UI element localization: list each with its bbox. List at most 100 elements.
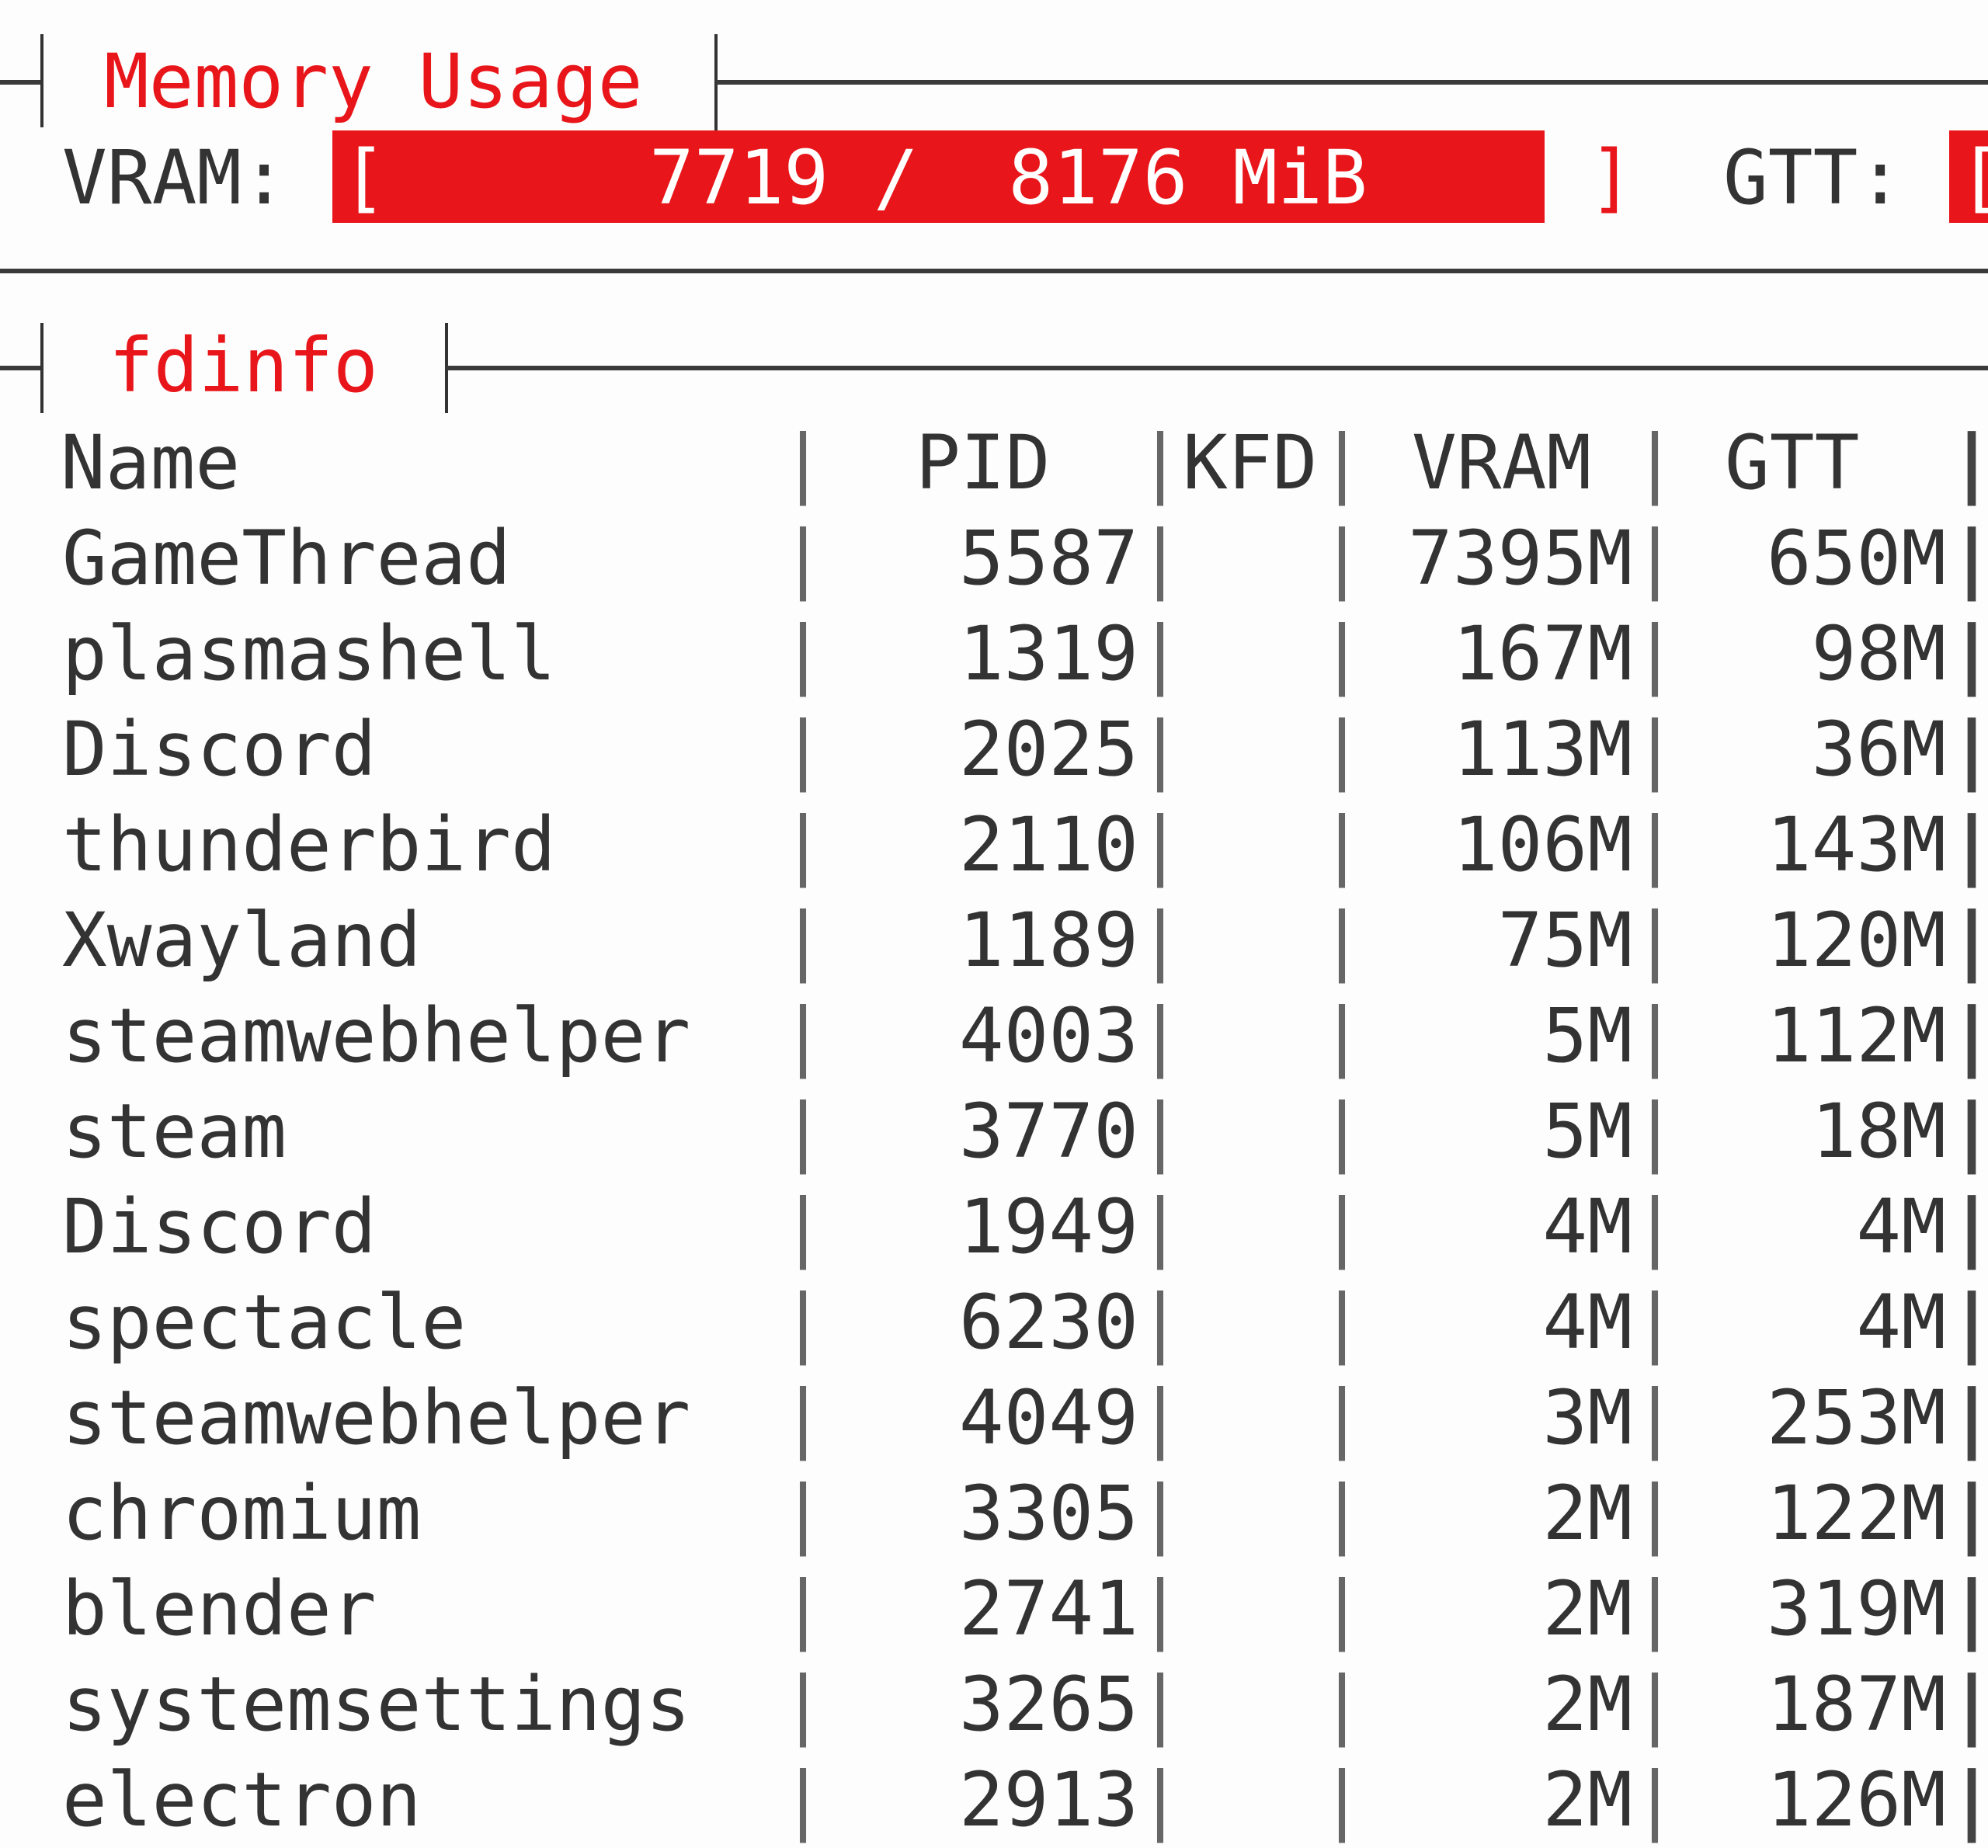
process-name: steamwebhelper bbox=[62, 992, 691, 1079]
column-separator: | bbox=[1632, 419, 1677, 506]
table-row[interactable]: electron | 2913 | | 2M | 126M | bbox=[0, 1752, 1988, 1848]
process-pid: 4003 bbox=[958, 992, 1138, 1079]
column-separator: | bbox=[1949, 1661, 1988, 1748]
table-row[interactable]: steamwebhelper | 4049 | | 3M | 253M | bbox=[0, 1370, 1988, 1466]
process-gtt: 36M bbox=[1811, 706, 1946, 793]
process-gtt: 319M bbox=[1766, 1565, 1946, 1652]
process-pid: 2025 bbox=[958, 706, 1138, 793]
column-separator: | bbox=[1949, 1183, 1988, 1270]
panel-border bbox=[447, 366, 1988, 370]
column-separator: | bbox=[1632, 1279, 1677, 1366]
column-separator: | bbox=[1138, 515, 1183, 602]
column-separator: | bbox=[780, 419, 825, 506]
column-separator: | bbox=[1138, 610, 1183, 697]
vram-bar-open-bracket: [ bbox=[342, 134, 387, 221]
process-gtt: 126M bbox=[1766, 1756, 1946, 1843]
table-row[interactable]: plasmashell | 1319 | | 167M | 98M | bbox=[0, 606, 1988, 702]
table-row[interactable]: systemsettings | 3265 | | 2M | 187M | bbox=[0, 1657, 1988, 1752]
column-separator: | bbox=[1319, 515, 1364, 602]
column-separator: | bbox=[1632, 992, 1677, 1079]
column-separator: | bbox=[1319, 419, 1364, 506]
panel-border bbox=[40, 323, 43, 413]
process-pid: 5587 bbox=[958, 515, 1138, 602]
process-vram: 5M bbox=[1542, 1088, 1632, 1175]
process-name: electron bbox=[62, 1756, 422, 1843]
process-gtt: 253M bbox=[1766, 1374, 1946, 1461]
column-separator: | bbox=[1319, 610, 1364, 697]
process-pid: 3305 bbox=[958, 1470, 1138, 1557]
column-separator: | bbox=[1949, 1279, 1988, 1366]
column-separator: | bbox=[1138, 1565, 1183, 1652]
column-header-pid[interactable]: PID bbox=[916, 419, 1051, 506]
table-row[interactable]: Discord | 1949 | | 4M | 4M | bbox=[0, 1179, 1988, 1275]
column-separator: | bbox=[1319, 1183, 1364, 1270]
column-separator: | bbox=[780, 1088, 825, 1175]
gtt-bar-open-bracket: [ bbox=[1958, 130, 1988, 226]
process-gtt: 4M bbox=[1856, 1279, 1946, 1366]
table-row[interactable]: chromium | 3305 | | 2M | 122M | bbox=[0, 1466, 1988, 1561]
column-separator: | bbox=[1632, 1661, 1677, 1748]
column-separator: | bbox=[780, 897, 825, 984]
process-pid: 3265 bbox=[958, 1661, 1138, 1748]
table-row[interactable]: steam | 3770 | | 5M | 18M | bbox=[0, 1084, 1988, 1179]
column-separator: | bbox=[1949, 897, 1988, 984]
process-vram: 2M bbox=[1542, 1565, 1632, 1652]
column-separator: | bbox=[1319, 1088, 1364, 1175]
column-separator: | bbox=[1949, 801, 1988, 888]
column-header-gtt[interactable]: GTT bbox=[1725, 419, 1860, 506]
process-name: Xwayland bbox=[62, 897, 422, 984]
column-separator: | bbox=[1632, 706, 1677, 793]
column-separator: | bbox=[1949, 610, 1988, 697]
panel-bottom-border bbox=[0, 269, 1988, 273]
column-separator: | bbox=[780, 1374, 825, 1461]
process-name: thunderbird bbox=[62, 801, 556, 888]
column-separator: | bbox=[1138, 897, 1183, 984]
process-name: plasmashell bbox=[62, 610, 556, 697]
column-separator: | bbox=[1632, 801, 1677, 888]
process-vram: 7395M bbox=[1408, 515, 1632, 602]
column-separator: | bbox=[780, 801, 825, 888]
table-row[interactable]: blender | 2741 | | 2M | 319M | bbox=[0, 1561, 1988, 1657]
process-name: GameThread bbox=[62, 515, 511, 602]
column-separator: | bbox=[1138, 419, 1183, 506]
process-pid: 2741 bbox=[958, 1565, 1138, 1652]
table-row[interactable]: thunderbird | 2110 | | 106M | 143M | bbox=[0, 797, 1988, 893]
column-separator: | bbox=[1319, 992, 1364, 1079]
column-separator: | bbox=[1319, 1279, 1364, 1366]
column-separator: | bbox=[1138, 801, 1183, 888]
column-separator: | bbox=[1138, 1183, 1183, 1270]
table-row[interactable]: steamwebhelper | 4003 | | 5M | 112M | bbox=[0, 988, 1988, 1084]
column-separator: | bbox=[1138, 1088, 1183, 1175]
table-row[interactable]: spectacle | 6230 | | 4M | 4M | bbox=[0, 1275, 1988, 1370]
table-row[interactable]: GameThread | 5587 | | 7395M | 650M | bbox=[0, 511, 1988, 606]
column-separator: | bbox=[1949, 515, 1988, 602]
table-header: Name | PID | KFD | VRAM | GTT | bbox=[0, 415, 1988, 511]
column-separator: | bbox=[1632, 897, 1677, 984]
panel-border bbox=[0, 80, 42, 85]
column-separator: | bbox=[780, 515, 825, 602]
column-header-name[interactable]: Name bbox=[61, 419, 241, 506]
column-separator: | bbox=[1138, 1661, 1183, 1748]
table-row[interactable]: Xwayland | 1189 | | 75M | 120M | bbox=[0, 893, 1988, 988]
gtt-label: GTT: bbox=[1723, 134, 1903, 221]
process-vram: 113M bbox=[1452, 706, 1632, 793]
column-separator: | bbox=[1632, 1470, 1677, 1557]
table-row[interactable]: Discord | 2025 | | 113M | 36M | bbox=[0, 702, 1988, 797]
column-separator: | bbox=[1138, 992, 1183, 1079]
process-vram: 2M bbox=[1542, 1756, 1632, 1843]
column-header-kfd[interactable]: KFD bbox=[1183, 419, 1318, 506]
vram-bar-text: 7719 / 8176 MiB bbox=[649, 134, 1368, 221]
column-separator: | bbox=[1319, 1470, 1364, 1557]
column-separator: | bbox=[1138, 1470, 1183, 1557]
column-separator: | bbox=[1319, 1756, 1364, 1843]
process-pid: 1949 bbox=[958, 1183, 1138, 1270]
process-name: chromium bbox=[62, 1470, 422, 1557]
process-pid: 6230 bbox=[958, 1279, 1138, 1366]
process-name: steam bbox=[62, 1088, 287, 1175]
column-separator: | bbox=[780, 1470, 825, 1557]
memory-usage-title: Memory Usage bbox=[104, 38, 643, 125]
process-pid: 4049 bbox=[958, 1374, 1138, 1461]
process-gtt: 122M bbox=[1766, 1470, 1946, 1557]
column-separator: | bbox=[780, 610, 825, 697]
column-header-vram[interactable]: VRAM bbox=[1412, 419, 1592, 506]
